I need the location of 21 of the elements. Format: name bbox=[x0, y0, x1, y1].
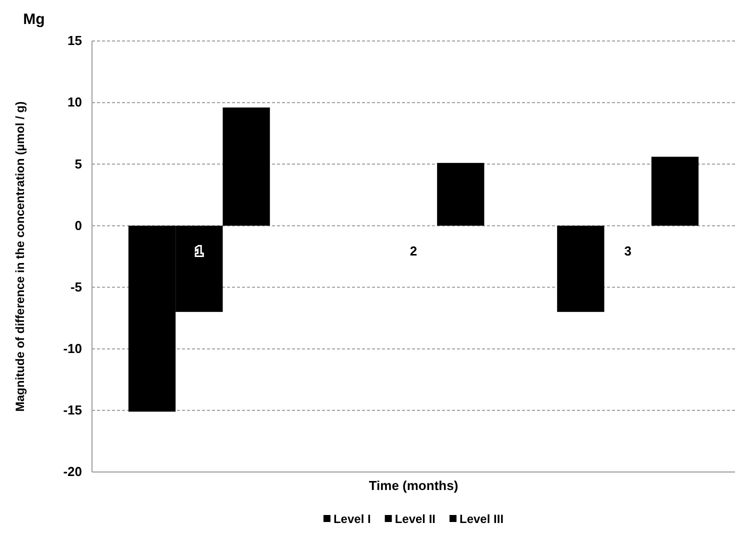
y-tick-label: 10 bbox=[68, 94, 82, 110]
y-tick-label: -10 bbox=[63, 341, 82, 356]
legend-label: Level I bbox=[333, 512, 371, 526]
y-tick-label: -5 bbox=[70, 279, 82, 294]
bar bbox=[651, 156, 699, 226]
x-tick-label: 2 bbox=[410, 244, 418, 259]
bar bbox=[222, 107, 270, 226]
y-axis-title: Magnitude of difference in the concentration (µmol / g) bbox=[13, 101, 27, 412]
y-tick-label: 0 bbox=[74, 218, 82, 233]
y-tick-label: 15 bbox=[68, 33, 82, 48]
x-axis-title: Time (months) bbox=[368, 478, 458, 493]
legend-label: Level III bbox=[460, 512, 504, 526]
legend-label: Level II bbox=[394, 512, 436, 526]
bar bbox=[557, 226, 604, 312]
chart-title: Mg bbox=[23, 11, 45, 28]
y-tick-label: -20 bbox=[63, 464, 82, 480]
y-tick-label: 5 bbox=[74, 156, 82, 172]
bar bbox=[437, 162, 484, 226]
x-tick-label: 1 bbox=[196, 244, 203, 259]
y-tick-label: -15 bbox=[63, 402, 82, 418]
x-tick-label: 3 bbox=[624, 244, 632, 259]
